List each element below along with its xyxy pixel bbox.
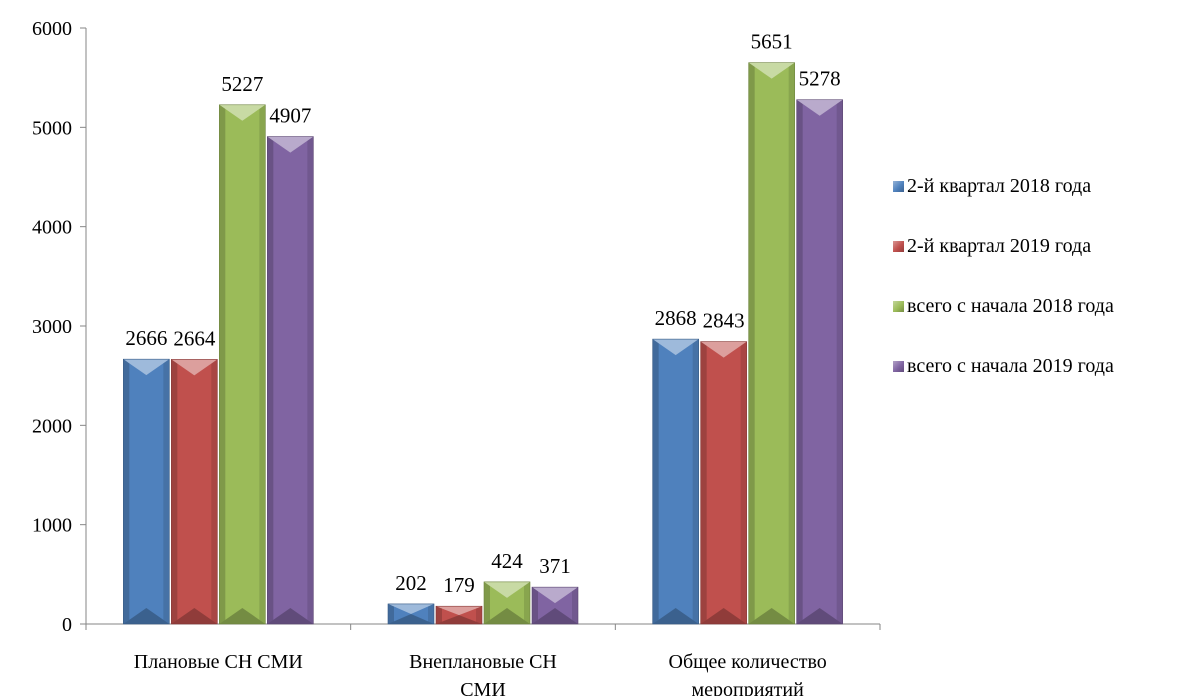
legend-item-series-1: 2-й квартал 2018 года xyxy=(893,172,1114,201)
y-tick-label: 5000 xyxy=(32,117,72,139)
legend-item-series-4: всего с начала 2019 года xyxy=(893,352,1114,381)
bar xyxy=(796,99,843,625)
data-label: 5227 xyxy=(221,72,263,96)
data-label: 2666 xyxy=(125,326,167,350)
data-label: 2664 xyxy=(173,326,216,350)
y-tick-label: 4000 xyxy=(32,217,72,239)
data-label: 424 xyxy=(491,549,523,573)
data-label: 2868 xyxy=(655,306,697,330)
y-tick-label: 3000 xyxy=(32,316,72,338)
legend-item-series-2: 2-й квартал 2019 года xyxy=(893,232,1114,261)
bars xyxy=(123,62,843,625)
legend-swatch-series-1 xyxy=(893,181,904,192)
y-tick-label: 6000 xyxy=(32,18,72,40)
bar xyxy=(219,104,266,625)
data-label: 202 xyxy=(395,571,427,595)
bar xyxy=(435,605,483,625)
bar xyxy=(387,603,435,625)
y-tick-label: 0 xyxy=(62,614,72,636)
legend-label-series-2: 2-й квартал 2019 года xyxy=(907,235,1092,257)
legend-label-series-4: всего с начала 2019 года xyxy=(907,355,1114,377)
legend-label-series-1: 2-й квартал 2018 года xyxy=(907,175,1092,197)
bar xyxy=(531,586,579,625)
legend-swatch-series-2 xyxy=(893,241,904,252)
bar xyxy=(123,358,170,625)
y-tick-label: 2000 xyxy=(32,415,72,437)
bar xyxy=(700,341,747,625)
axes: 0 1000 2000 3000 4000 5000 6000 xyxy=(32,18,881,636)
legend-swatch-series-4 xyxy=(893,361,904,372)
category-label: СМИ xyxy=(460,679,506,696)
data-label: 2843 xyxy=(703,309,745,333)
bar xyxy=(652,338,699,625)
data-label: 4907 xyxy=(269,104,311,128)
category-label: Плановые СН СМИ xyxy=(134,651,303,673)
bar xyxy=(748,62,795,625)
legend-swatch-series-3 xyxy=(893,301,904,312)
y-tick-label: 1000 xyxy=(32,515,72,537)
category-label: Внеплановые СН xyxy=(409,651,557,673)
bar xyxy=(171,359,218,625)
data-label: 5651 xyxy=(751,30,793,54)
bar xyxy=(267,136,314,625)
data-label: 5278 xyxy=(799,67,841,91)
category-label: Общее количество xyxy=(669,651,827,673)
category-label: мероприятий xyxy=(692,679,805,696)
legend-label-series-3: всего с начала 2018 года xyxy=(907,295,1114,317)
legend-item-series-3: всего с начала 2018 года xyxy=(893,292,1114,321)
labels: Плановые СН СМИ Внеплановые СН СМИ Общее ко… xyxy=(125,30,840,696)
bar xyxy=(483,581,531,625)
data-label: 179 xyxy=(443,573,475,597)
legend: 2-й квартал 2018 года 2-й квартал 2019 г… xyxy=(893,172,1114,412)
data-label: 371 xyxy=(539,554,571,578)
